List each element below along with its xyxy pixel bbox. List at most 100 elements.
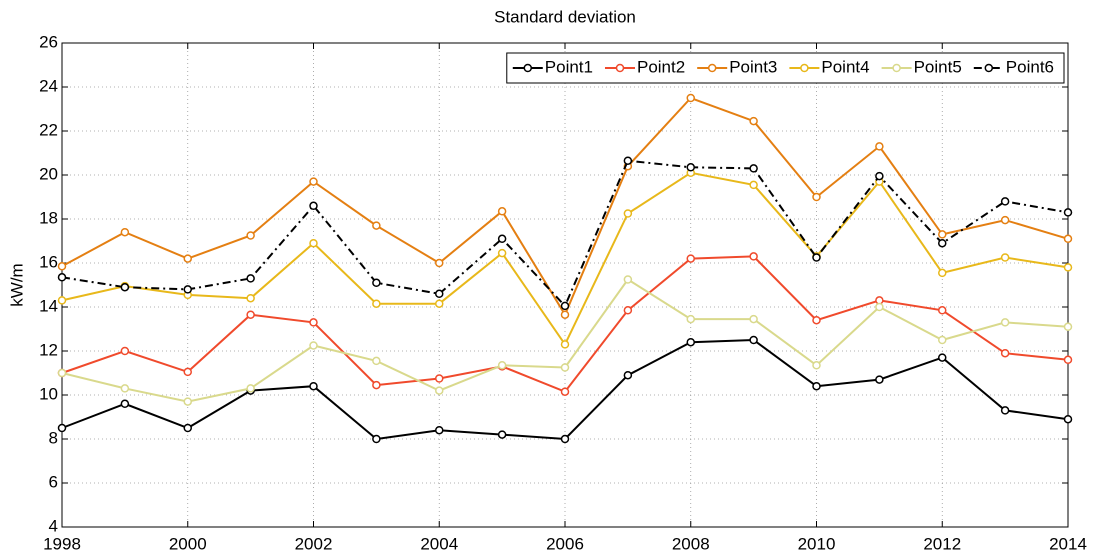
data-point (1000, 197, 1010, 206)
y-tick-label: 6 (49, 472, 58, 491)
data-point (435, 425, 444, 435)
data-point (1063, 355, 1073, 365)
data-point (812, 381, 821, 391)
data-point (686, 93, 695, 103)
legend-box (506, 52, 1065, 84)
data-point (1063, 322, 1073, 332)
data-point (497, 361, 507, 370)
data-point (309, 318, 318, 327)
data-point (57, 262, 67, 271)
data-point (812, 253, 821, 262)
data-point (497, 207, 507, 216)
legend-marker (984, 63, 994, 73)
data-point (749, 314, 758, 324)
legend-item: Point4 (789, 57, 870, 76)
data-point (120, 346, 130, 356)
data-point (309, 177, 318, 186)
data-point (309, 341, 318, 350)
data-point (435, 386, 444, 395)
data-point (372, 221, 381, 230)
data-point (435, 289, 444, 299)
data-point (309, 201, 318, 211)
x-tick-label: 2002 (295, 534, 333, 553)
y-tick-label: 8 (49, 428, 58, 447)
data-point (1000, 215, 1010, 225)
x-tick-label: 2006 (546, 534, 584, 553)
y-tick-label: 12 (39, 340, 58, 359)
data-point (183, 423, 192, 433)
data-point (1063, 234, 1073, 244)
data-point (623, 306, 633, 315)
data-point (875, 171, 884, 181)
data-point (749, 252, 758, 261)
data-point (1000, 318, 1010, 327)
data-point (435, 258, 444, 268)
data-point (183, 367, 192, 377)
legend-marker (892, 63, 901, 73)
data-point (497, 248, 507, 258)
data-point (623, 156, 633, 165)
legend-item: Point5 (881, 57, 962, 76)
x-tick-label: 2008 (672, 534, 710, 553)
axes-box (61, 42, 1069, 528)
data-point (57, 273, 67, 282)
data-point (57, 423, 67, 433)
data-point (560, 434, 570, 444)
data-point (372, 380, 381, 390)
data-point (246, 310, 255, 319)
data-point (1063, 263, 1073, 272)
legend: Point1 Point2 Point3 Point4 Point5 Point6 (506, 52, 1065, 84)
data-point (1063, 414, 1073, 424)
x-tick-label: 2014 (1049, 534, 1087, 553)
data-point (686, 314, 695, 324)
data-point (623, 370, 633, 380)
data-point (938, 335, 947, 345)
legend-label: Point4 (821, 57, 869, 76)
chart-title: Standard deviation (494, 7, 636, 26)
legend-item: Point6 (973, 57, 1054, 76)
legend-item: Point1 (512, 57, 593, 76)
data-point (435, 374, 444, 383)
data-point (875, 302, 884, 312)
data-point (497, 430, 507, 439)
data-point (938, 353, 947, 362)
legend-label: Point1 (545, 57, 593, 76)
series-line (61, 96, 1069, 317)
data-point (497, 234, 507, 244)
legend-marker (523, 63, 533, 73)
data-point (120, 384, 130, 393)
data-point (875, 375, 884, 384)
data-point (435, 299, 444, 308)
data-point (372, 356, 381, 366)
data-point (1000, 348, 1010, 358)
data-point (57, 368, 67, 378)
series-line (61, 159, 1069, 308)
legend-label: Point2 (637, 57, 685, 76)
data-point (938, 268, 947, 278)
y-tick-label: 14 (39, 296, 58, 315)
data-point (246, 274, 255, 283)
y-axis-label: kW/m (7, 263, 26, 306)
data-point (560, 363, 570, 372)
x-tick-label: 2010 (798, 534, 836, 553)
data-point (120, 227, 130, 237)
data-point (57, 296, 67, 305)
x-tick-label: 2004 (420, 534, 458, 553)
data-point (1000, 406, 1010, 415)
y-tick-label: 10 (39, 384, 58, 403)
y-tick-label: 16 (39, 252, 58, 271)
y-tick-label: 22 (39, 120, 58, 139)
x-tick-label: 1998 (43, 534, 81, 553)
data-point (749, 164, 758, 173)
legend-label: Point5 (914, 57, 962, 76)
data-point (560, 340, 570, 349)
data-point (246, 384, 255, 393)
data-point (372, 434, 381, 444)
data-point (560, 310, 570, 319)
legend-marker (615, 63, 625, 73)
x-tick-label: 2012 (923, 534, 961, 553)
data-point (623, 209, 633, 218)
data-point (938, 238, 947, 248)
data-point (372, 278, 381, 288)
